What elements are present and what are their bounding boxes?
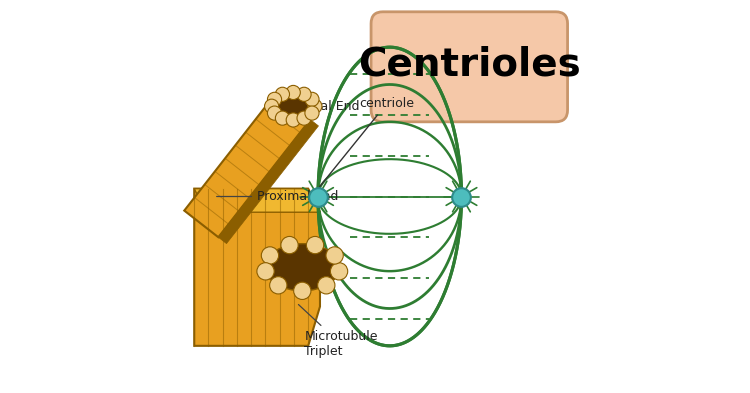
Polygon shape	[194, 189, 320, 212]
Circle shape	[270, 277, 287, 294]
Circle shape	[305, 92, 319, 107]
Circle shape	[297, 87, 311, 101]
Circle shape	[257, 263, 274, 280]
Circle shape	[281, 237, 298, 254]
FancyBboxPatch shape	[371, 12, 568, 122]
Circle shape	[286, 113, 300, 127]
Circle shape	[275, 111, 290, 125]
Circle shape	[331, 263, 348, 280]
Text: Distal End: Distal End	[280, 99, 360, 113]
Text: centriole: centriole	[320, 97, 414, 187]
Circle shape	[318, 277, 335, 294]
Circle shape	[307, 237, 324, 254]
Circle shape	[305, 106, 319, 120]
Polygon shape	[184, 93, 310, 237]
Text: Centrioles: Centrioles	[358, 46, 580, 84]
Circle shape	[265, 99, 279, 113]
Circle shape	[286, 85, 300, 99]
Circle shape	[308, 99, 322, 113]
Text: Proximal End: Proximal End	[217, 190, 338, 203]
Ellipse shape	[274, 94, 313, 119]
Text: Microtubule
Triplet: Microtubule Triplet	[298, 305, 378, 358]
Point	[312, 193, 324, 200]
Circle shape	[297, 111, 311, 125]
Circle shape	[294, 282, 311, 299]
Circle shape	[261, 247, 278, 264]
Circle shape	[326, 247, 344, 264]
Point	[455, 193, 467, 200]
Circle shape	[268, 106, 281, 120]
Circle shape	[268, 92, 281, 107]
Circle shape	[275, 87, 290, 101]
Ellipse shape	[265, 244, 340, 291]
Polygon shape	[194, 189, 320, 346]
Polygon shape	[218, 119, 319, 244]
